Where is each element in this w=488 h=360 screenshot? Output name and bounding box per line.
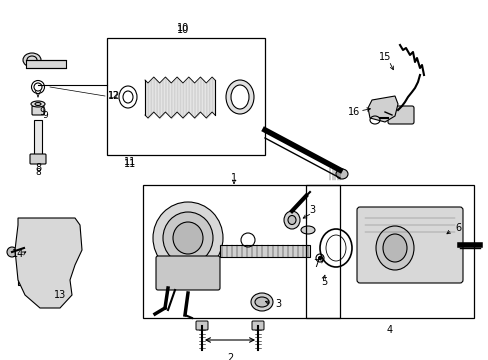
Text: 12: 12 (107, 91, 120, 101)
Polygon shape (367, 96, 397, 122)
Ellipse shape (43, 256, 57, 270)
Ellipse shape (250, 293, 272, 311)
Text: 12: 12 (108, 91, 120, 100)
Ellipse shape (382, 234, 406, 262)
FancyBboxPatch shape (156, 256, 220, 290)
Bar (142, 185, 339, 318)
Text: 9: 9 (42, 111, 48, 120)
Ellipse shape (287, 216, 295, 225)
Bar (34, 120, 42, 155)
Ellipse shape (173, 222, 203, 254)
Text: 7: 7 (312, 259, 319, 269)
FancyBboxPatch shape (32, 106, 44, 115)
Polygon shape (15, 218, 82, 308)
Ellipse shape (35, 103, 41, 105)
Ellipse shape (284, 211, 299, 229)
Ellipse shape (23, 53, 41, 67)
Text: 4: 4 (386, 325, 392, 335)
FancyBboxPatch shape (30, 154, 46, 164)
Text: 14: 14 (12, 249, 24, 259)
Ellipse shape (225, 80, 253, 114)
Ellipse shape (36, 249, 64, 277)
Text: 1: 1 (230, 173, 237, 183)
Text: 8: 8 (35, 168, 41, 177)
Ellipse shape (335, 169, 347, 179)
Text: 3: 3 (274, 299, 281, 309)
Ellipse shape (375, 226, 413, 270)
Text: 15: 15 (378, 52, 390, 62)
Text: 10: 10 (177, 23, 189, 33)
Bar (107, 38, 264, 155)
FancyBboxPatch shape (387, 106, 413, 124)
Ellipse shape (254, 297, 268, 307)
Text: 8: 8 (35, 163, 41, 173)
Text: 13: 13 (54, 290, 66, 300)
Text: 3: 3 (308, 205, 314, 215)
Bar (26, 60, 66, 68)
Text: 10: 10 (177, 25, 189, 35)
Text: 6: 6 (454, 223, 460, 233)
Text: 11: 11 (123, 157, 136, 167)
FancyBboxPatch shape (251, 321, 264, 330)
Ellipse shape (163, 212, 213, 264)
Ellipse shape (230, 85, 248, 109)
Bar (220, 245, 309, 257)
Ellipse shape (153, 202, 223, 274)
Ellipse shape (7, 247, 17, 257)
Ellipse shape (301, 226, 314, 234)
Bar (305, 185, 473, 318)
Text: 5: 5 (320, 277, 326, 287)
FancyBboxPatch shape (356, 207, 462, 283)
Bar (18, 260, 33, 285)
FancyBboxPatch shape (196, 321, 207, 330)
Text: 9: 9 (39, 107, 45, 117)
Text: 11: 11 (123, 159, 136, 169)
Ellipse shape (31, 101, 45, 107)
Ellipse shape (318, 256, 321, 260)
Text: 2: 2 (226, 353, 233, 360)
Text: 16: 16 (347, 107, 359, 117)
